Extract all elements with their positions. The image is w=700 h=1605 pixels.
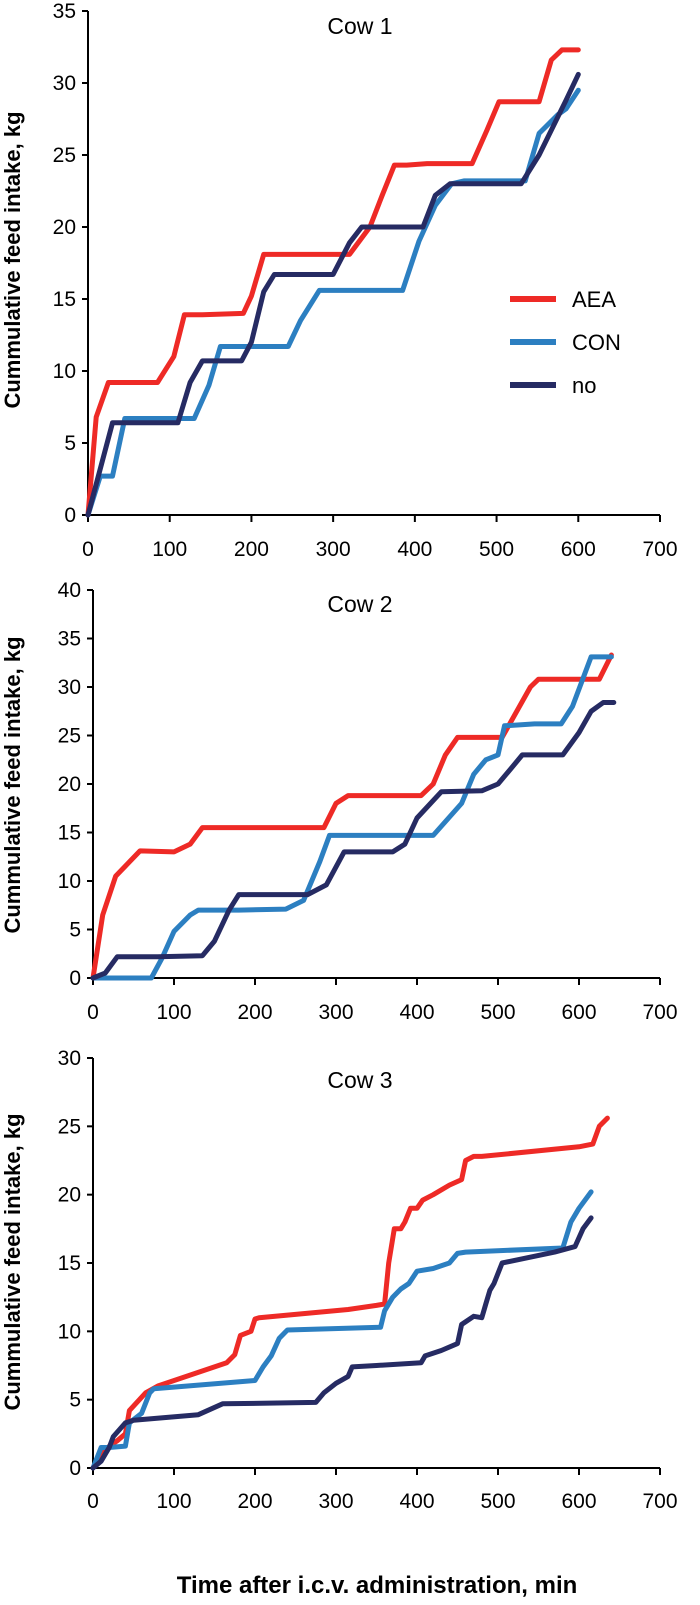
x-tick-label: 200 bbox=[234, 538, 269, 561]
legend-label-con: CON bbox=[572, 330, 621, 355]
y-tick-label: 15 bbox=[58, 1252, 81, 1275]
x-tick-label: 700 bbox=[642, 1001, 677, 1024]
y-tick-label: 5 bbox=[69, 1389, 81, 1412]
y-tick-label: 0 bbox=[69, 1457, 81, 1480]
legend-label-aea: AEA bbox=[572, 287, 616, 312]
x-tick-label: 600 bbox=[561, 538, 596, 561]
panel-title: Cow 1 bbox=[327, 13, 392, 39]
x-tick-label: 0 bbox=[87, 1490, 99, 1513]
series-line-aea bbox=[85, 47, 581, 518]
y-tick-label: 20 bbox=[53, 216, 76, 239]
y-tick-label: 25 bbox=[58, 725, 81, 748]
x-tick-label: 100 bbox=[156, 1001, 191, 1024]
y-tick-label: 30 bbox=[58, 1047, 81, 1070]
series-line-con bbox=[85, 87, 581, 518]
x-tick-label: 300 bbox=[318, 1001, 353, 1024]
y-axis-label: Cummulative feed intake, kg bbox=[0, 1113, 25, 1410]
y-tick-label: 5 bbox=[69, 919, 81, 942]
x-tick-label: 500 bbox=[480, 1001, 515, 1024]
series-line-no bbox=[90, 1215, 594, 1471]
y-axis-label: Cummulative feed intake, kg bbox=[0, 636, 25, 933]
legend-label-no: no bbox=[572, 373, 596, 398]
x-tick-label: 500 bbox=[480, 1490, 515, 1513]
y-tick-label: 0 bbox=[64, 504, 76, 527]
x-tick-label: 0 bbox=[82, 538, 94, 561]
y-tick-label: 5 bbox=[64, 432, 76, 455]
y-tick-label: 0 bbox=[69, 967, 81, 990]
y-tick-label: 15 bbox=[58, 822, 81, 845]
x-tick-label: 100 bbox=[156, 1490, 191, 1513]
x-tick-label: 200 bbox=[237, 1490, 272, 1513]
panel-title: Cow 2 bbox=[327, 591, 392, 617]
legend: AEA CON no bbox=[510, 287, 621, 398]
y-tick-label: 35 bbox=[58, 628, 81, 651]
y-tick-label: 20 bbox=[58, 1184, 81, 1207]
y-tick-label: 25 bbox=[58, 1115, 81, 1138]
x-tick-label: 200 bbox=[237, 1001, 272, 1024]
x-tick-label: 0 bbox=[87, 1001, 99, 1024]
y-axis-label: Cummulative feed intake, kg bbox=[0, 111, 25, 408]
y-tick-label: 20 bbox=[58, 773, 81, 796]
x-tick-label: 400 bbox=[399, 1490, 434, 1513]
x-axis-label: Time after i.c.v. administration, min bbox=[177, 1572, 578, 1599]
y-tick-label: 35 bbox=[53, 0, 76, 23]
x-tick-label: 400 bbox=[397, 538, 432, 561]
x-tick-label: 300 bbox=[316, 538, 351, 561]
x-tick-label: 700 bbox=[642, 538, 677, 561]
y-tick-label: 10 bbox=[58, 1320, 81, 1343]
y-tick-label: 30 bbox=[53, 72, 76, 95]
x-tick-label: 300 bbox=[318, 1490, 353, 1513]
x-tick-label: 600 bbox=[561, 1001, 596, 1024]
y-tick-label: 10 bbox=[58, 870, 81, 893]
y-tick-label: 15 bbox=[53, 288, 76, 311]
panel-1: 0 5 10 15 20 25 30 35 0 100 200 300 400 500 600 700 Cow … bbox=[0, 0, 678, 561]
x-tick-label: 600 bbox=[561, 1490, 596, 1513]
y-tick-label: 40 bbox=[58, 579, 81, 602]
panel-title: Cow 3 bbox=[327, 1067, 392, 1093]
x-tick-label: 500 bbox=[479, 538, 514, 561]
y-tick-label: 10 bbox=[53, 360, 76, 383]
series-line-no bbox=[90, 700, 617, 981]
series-line-no bbox=[85, 71, 581, 518]
x-tick-label: 100 bbox=[152, 538, 187, 561]
y-tick-label: 25 bbox=[53, 144, 76, 167]
series-line-aea bbox=[90, 652, 614, 981]
series-line-con bbox=[90, 654, 614, 981]
x-tick-label: 400 bbox=[399, 1001, 434, 1024]
y-tick-label: 30 bbox=[58, 676, 81, 699]
series-line-con bbox=[90, 1189, 594, 1471]
x-tick-label: 700 bbox=[642, 1490, 677, 1513]
